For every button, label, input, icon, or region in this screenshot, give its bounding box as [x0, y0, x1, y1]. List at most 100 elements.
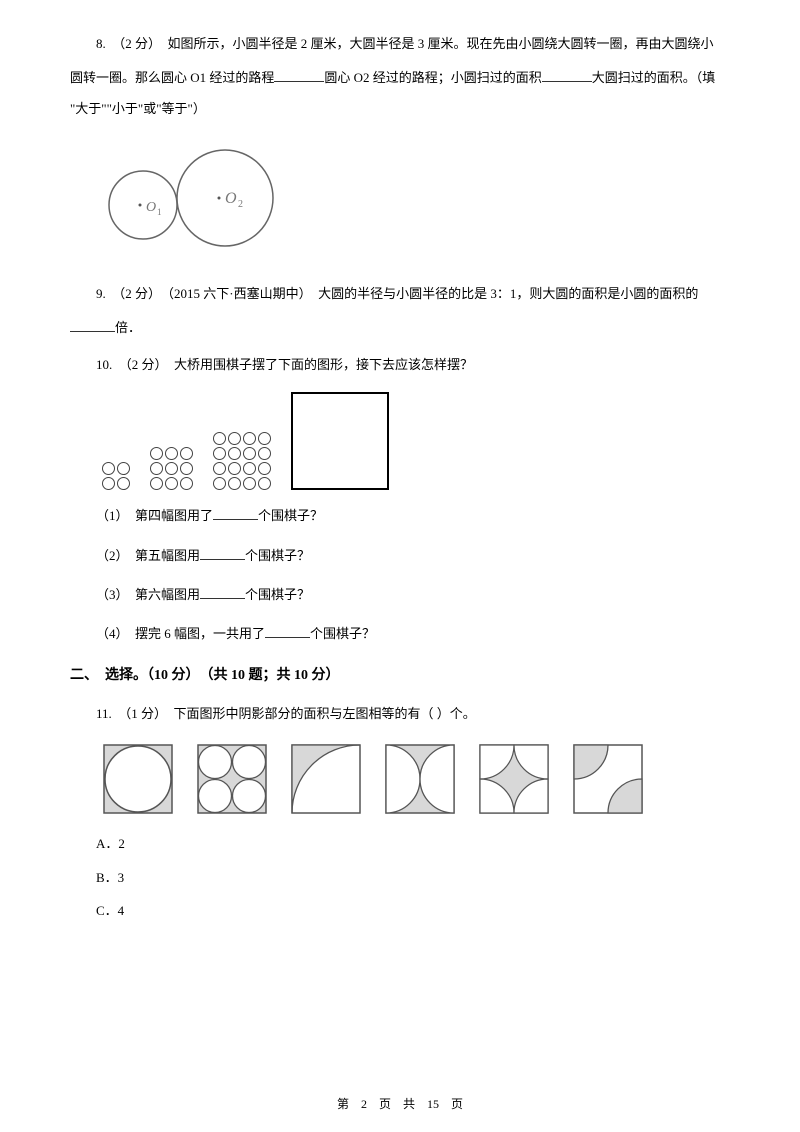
empty-square: [291, 392, 389, 490]
svg-text:1: 1: [157, 207, 162, 217]
optB-text: B．3: [96, 870, 124, 885]
shape-5: [478, 743, 550, 815]
q8-text-2b: 圆心 O2 经过的路程；小圆扫过的面积: [324, 70, 541, 85]
q8-text-2a: 圆转一圈。那么圆心 O1 经过的路程: [70, 70, 274, 85]
go-piece-icon: [228, 432, 241, 445]
circle-row: [213, 462, 271, 475]
go-piece-icon: [213, 477, 226, 490]
go-piece-icon: [258, 477, 271, 490]
optA-text: A．2: [96, 836, 125, 851]
q8-figure: O 1 O 2: [98, 143, 730, 264]
go-piece-icon: [213, 432, 226, 445]
q10-sub1b: 个围棋子？: [258, 508, 323, 523]
go-piece-icon: [258, 432, 271, 445]
q10-sub3a: （3） 第六幅图用: [96, 587, 200, 602]
q10-blank-2[interactable]: [200, 547, 245, 560]
shape-6: [572, 743, 644, 815]
go-piece-icon: [258, 462, 271, 475]
section2-text: 二、 选择。（10 分） （共 10 题；共 10 分）: [70, 668, 340, 683]
go-piece-icon: [258, 447, 271, 460]
go-piece-icon: [243, 447, 256, 460]
shape-1: [102, 743, 174, 815]
q8-text-2c: 大圆扫过的面积。（填: [592, 70, 716, 85]
q8-line3: "大于""小于"或"等于"）: [70, 93, 730, 124]
q8-blank-2[interactable]: [542, 69, 592, 82]
q11-options: A．2 B．3 C．4: [70, 827, 730, 928]
circle-row: [102, 477, 130, 490]
go-piece-icon: [228, 462, 241, 475]
option-c[interactable]: C．4: [96, 894, 730, 928]
q10-sub4b: 个围棋子？: [310, 626, 375, 641]
svg-text:2: 2: [238, 199, 243, 210]
circle-group-1: [102, 462, 130, 490]
q10-sub2b: 个围棋子？: [245, 548, 310, 563]
q10-sub3b: 个围棋子？: [245, 587, 310, 602]
q10-blank-3[interactable]: [200, 586, 245, 599]
section-2-header: 二、 选择。（10 分） （共 10 题；共 10 分）: [70, 659, 730, 693]
go-piece-icon: [213, 462, 226, 475]
go-piece-icon: [243, 477, 256, 490]
q10-sub2a: （2） 第五幅图用: [96, 548, 200, 563]
q10-sub1: （1） 第四幅图用了 个围棋子？: [70, 500, 730, 531]
circle-row: [150, 462, 193, 475]
q8-text-3: "大于""小于"或"等于"）: [70, 101, 206, 116]
svg-text:O: O: [146, 200, 156, 215]
q11-figure: [102, 743, 730, 815]
q10-blank-1[interactable]: [213, 507, 258, 520]
go-piece-icon: [150, 462, 163, 475]
go-piece-icon: [102, 462, 115, 475]
q10-sub1a: （1） 第四幅图用了: [96, 508, 213, 523]
page-footer: 第 2 页 共 15 页: [0, 1090, 800, 1119]
circle-row: [102, 462, 130, 475]
q9-suffix: 倍．: [115, 320, 141, 335]
go-piece-icon: [102, 477, 115, 490]
go-piece-icon: [117, 462, 130, 475]
circle-row: [213, 477, 271, 490]
go-piece-icon: [180, 462, 193, 475]
q10-sub4a: （4） 摆完 6 幅图，一共用了: [96, 626, 265, 641]
q10-text: 10. （2 分） 大桥用围棋子摆了下面的图形，接下去应该怎样摆？: [96, 357, 473, 372]
q9-line2: 倍．: [70, 312, 730, 343]
go-piece-icon: [150, 447, 163, 460]
go-piece-icon: [243, 432, 256, 445]
question-10: 10. （2 分） 大桥用围棋子摆了下面的图形，接下去应该怎样摆？: [70, 349, 730, 380]
go-piece-icon: [117, 477, 130, 490]
go-piece-icon: [180, 477, 193, 490]
circle-row: [213, 447, 271, 460]
svg-text:O: O: [225, 190, 237, 207]
circle-row: [213, 432, 271, 445]
footer-text: 第 2 页 共 15 页: [337, 1097, 463, 1111]
q9-text: 9. （2 分） （2015 六下·西塞山期中） 大圆的半径与小圆半径的比是 3…: [96, 286, 698, 301]
circle-row: [150, 447, 193, 460]
q8-line2: 圆转一圈。那么圆心 O1 经过的路程 圆心 O2 经过的路程；小圆扫过的面积 大圆扫…: [70, 62, 730, 93]
q8-text-1: 8. （2 分） 如图所示，小圆半径是 2 厘米，大圆半径是 3 厘米。现在先由…: [96, 36, 714, 51]
q10-sub3: （3） 第六幅图用 个围棋子？: [70, 579, 730, 610]
option-b[interactable]: B．3: [96, 861, 730, 895]
q9-blank[interactable]: [70, 319, 115, 332]
go-piece-icon: [165, 477, 178, 490]
go-piece-icon: [150, 477, 163, 490]
optC-text: C．4: [96, 903, 124, 918]
question-9: 9. （2 分） （2015 六下·西塞山期中） 大圆的半径与小圆半径的比是 3…: [70, 278, 730, 309]
circle-group-3: [213, 432, 271, 490]
go-piece-icon: [228, 447, 241, 460]
circle-group-2: [150, 447, 193, 490]
go-piece-icon: [243, 462, 256, 475]
shape-3: [290, 743, 362, 815]
go-piece-icon: [165, 447, 178, 460]
go-piece-icon: [165, 462, 178, 475]
q11-text: 11. （1 分） 下面图形中阴影部分的面积与左图相等的有（ ）个。: [96, 706, 476, 721]
circle-row: [150, 477, 193, 490]
shape-2: [196, 743, 268, 815]
question-11: 11. （1 分） 下面图形中阴影部分的面积与左图相等的有（ ）个。: [70, 698, 730, 729]
q10-sub2: （2） 第五幅图用 个围棋子？: [70, 540, 730, 571]
q8-blank-1[interactable]: [274, 69, 324, 82]
question-8: 8. （2 分） 如图所示，小圆半径是 2 厘米，大圆半径是 3 厘米。现在先由…: [70, 28, 730, 59]
q10-sub4: （4） 摆完 6 幅图，一共用了 个围棋子？: [70, 618, 730, 649]
option-a[interactable]: A．2: [96, 827, 730, 861]
go-piece-icon: [213, 447, 226, 460]
go-piece-icon: [180, 447, 193, 460]
go-piece-icon: [228, 477, 241, 490]
shape-4: [384, 743, 456, 815]
q10-blank-4[interactable]: [265, 625, 310, 638]
